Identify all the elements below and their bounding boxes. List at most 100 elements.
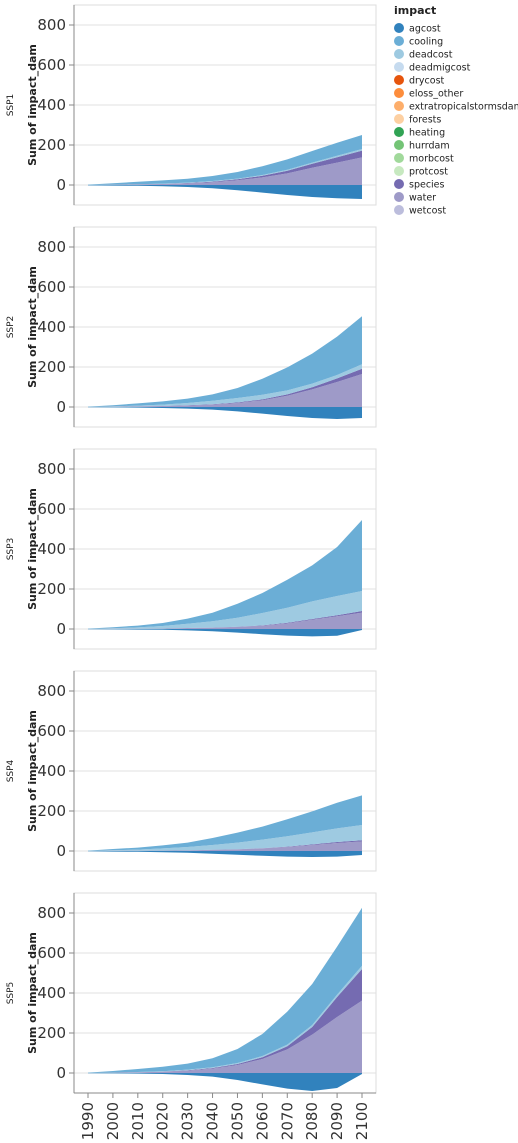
panel-ssp3: 0 200 400 600 800 Sum of impact_dam SSP3 — [6, 448, 377, 650]
y-tick-label: 200 — [37, 358, 66, 376]
area-species — [88, 150, 362, 185]
y-axis-title: Sum of impact_dam — [26, 44, 39, 166]
legend-swatch-drycost — [394, 75, 404, 85]
legend-label-drycost: drycost — [409, 76, 445, 87]
area-water — [88, 612, 362, 629]
legend-label-water: water — [409, 193, 436, 204]
y-tick-label: 800 — [37, 904, 66, 922]
x-tick-label: 2050 — [228, 1102, 246, 1140]
x-tick-label: 2100 — [353, 1102, 371, 1140]
y-tick-label: 600 — [37, 722, 66, 740]
y-tick-label: 800 — [37, 16, 66, 34]
y-tick-label: 200 — [37, 1024, 66, 1042]
legend-label-hurrdam: hurrdam — [409, 141, 450, 152]
legend-swatch-morbcost — [394, 153, 404, 163]
legend-swatch-eloss_other — [394, 88, 404, 98]
y-tick-label: 600 — [37, 278, 66, 296]
legend-swatch-protcost — [394, 166, 404, 176]
legend-label-morbcost: morbcost — [409, 154, 454, 165]
y-tick-label: 800 — [37, 682, 66, 700]
legend-label-deadmigcost: deadmigcost — [409, 63, 471, 74]
y-axis-title: Sum of impact_dam — [26, 266, 39, 388]
legend-label-eloss_other: eloss_other — [409, 89, 463, 100]
y-tick-label: 0 — [56, 620, 66, 638]
y-tick-label: 600 — [37, 944, 66, 962]
panel-ssp4: 0 200 400 600 800 Sum of impact_dam SSP4 — [6, 670, 377, 872]
y-tick-label: 800 — [37, 238, 66, 256]
area-cooling — [88, 907, 362, 1073]
area-water — [88, 157, 362, 185]
area-water — [88, 374, 362, 407]
legend-label-agcost: agcost — [409, 24, 441, 35]
x-tick-label: 2060 — [253, 1102, 271, 1140]
legend-swatch-species — [394, 179, 404, 189]
x-tick-label: 2000 — [104, 1102, 122, 1140]
facet-row-label: SSP4 — [6, 759, 16, 782]
legend-label-forests: forests — [409, 115, 441, 126]
facet-row-label: SSP2 — [6, 316, 16, 339]
legend-label-heating: heating — [409, 128, 445, 139]
legend-swatch-water — [394, 192, 404, 202]
legend: impact agcost cooling deadcost deadmigcost dr… — [394, 4, 518, 217]
y-tick-label: 0 — [56, 1064, 66, 1082]
area-deadcost — [88, 591, 362, 629]
area-cooling — [88, 520, 362, 629]
panel-ssp5: 0 200 400 600 800 Sum of impact_dam SSP5 1990 20… — [6, 892, 377, 1140]
area-agcost — [88, 185, 362, 199]
facet-row-label: SSP3 — [6, 538, 16, 561]
x-tick-label: 2090 — [328, 1102, 346, 1140]
y-tick-label: 800 — [37, 460, 66, 478]
legend-swatch-cooling — [394, 36, 404, 46]
area-water — [88, 841, 362, 851]
area-cooling — [88, 135, 362, 185]
legend-swatch-forests — [394, 114, 404, 124]
area-cooling — [88, 795, 362, 851]
x-tick-label: 2070 — [278, 1102, 296, 1140]
y-tick-label: 200 — [37, 136, 66, 154]
legend-title: impact — [394, 4, 436, 17]
area-agcost — [88, 629, 362, 637]
y-axis-title: Sum of impact_dam — [26, 488, 39, 610]
legend-swatch-wetcost — [394, 205, 404, 215]
area-agcost — [88, 407, 362, 419]
legend-swatch-extratropicalstormsdam — [394, 101, 404, 111]
legend-swatch-deadmigcost — [394, 62, 404, 72]
legend-swatch-heating — [394, 127, 404, 137]
y-tick-label: 0 — [56, 398, 66, 416]
facet-row-label: SSP1 — [6, 94, 16, 117]
area-deadcost — [88, 825, 362, 851]
y-tick-label: 400 — [37, 984, 66, 1002]
area-deadcost — [88, 364, 362, 407]
y-axis-title: Sum of impact_dam — [26, 710, 39, 832]
area-agcost — [88, 851, 362, 857]
area-cooling — [88, 316, 362, 407]
y-tick-label: 400 — [37, 96, 66, 114]
legend-label-protcost: protcost — [409, 167, 448, 178]
y-tick-label: 400 — [37, 318, 66, 336]
legend-swatch-deadcost — [394, 49, 404, 59]
x-tick-label: 2010 — [129, 1102, 147, 1140]
panel-ssp1: 0 200 400 600 800 Sum of impact_dam SSP1 — [6, 4, 377, 206]
legend-label-cooling: cooling — [409, 37, 443, 48]
legend-label-deadcost: deadcost — [409, 50, 453, 61]
legend-label-wetcost: wetcost — [409, 206, 446, 217]
x-tick-label: 2040 — [204, 1102, 222, 1140]
legend-label-species: species — [409, 180, 445, 191]
area-water — [88, 1000, 362, 1073]
x-tick-label: 2030 — [179, 1102, 197, 1140]
y-tick-label: 400 — [37, 540, 66, 558]
area-agcost — [88, 1073, 362, 1091]
x-tick-label: 1990 — [79, 1102, 97, 1140]
legend-label-extratropicalstormsdam: extratropicalstormsdam — [409, 102, 518, 113]
y-tick-label: 0 — [56, 842, 66, 860]
panel-ssp2: 0 200 400 600 800 Sum of impact_dam SSP2 — [6, 226, 377, 428]
facet-row-label: SSP5 — [6, 982, 16, 1005]
x-tick-label: 2020 — [154, 1102, 172, 1140]
y-tick-label: 600 — [37, 500, 66, 518]
y-axis-title: Sum of impact_dam — [26, 932, 39, 1054]
x-tick-label: 2080 — [303, 1102, 321, 1140]
y-tick-label: 400 — [37, 762, 66, 780]
y-tick-label: 600 — [37, 56, 66, 74]
area-species — [88, 611, 362, 629]
